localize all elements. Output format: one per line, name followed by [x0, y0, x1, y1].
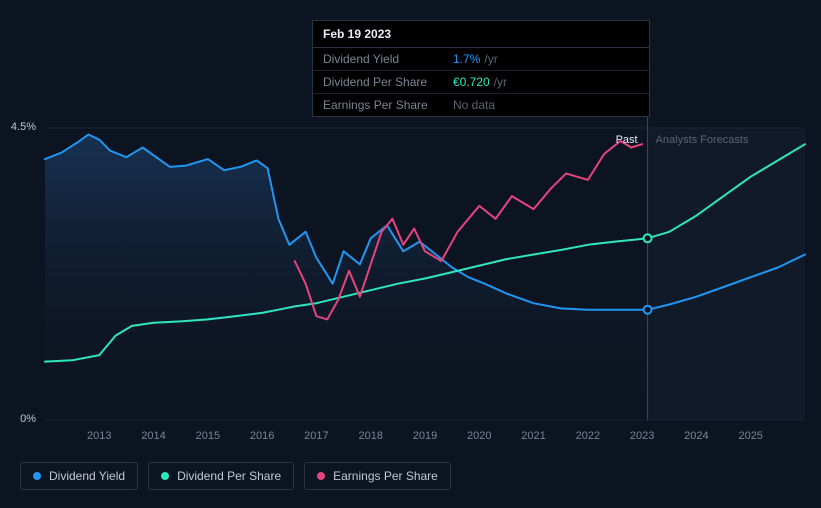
- tooltip-unit: /yr: [494, 75, 507, 89]
- chart-legend: Dividend Yield Dividend Per Share Earnin…: [20, 462, 451, 490]
- tooltip-row: Dividend Yield 1.7% /yr: [313, 48, 649, 71]
- legend-dot-icon: [33, 472, 41, 480]
- x-axis-label: 2023: [622, 430, 662, 442]
- legend-dot-icon: [317, 472, 325, 480]
- legend-label: Earnings Per Share: [333, 469, 438, 483]
- region-label-forecast: Analysts Forecasts: [656, 134, 749, 146]
- x-axis-label: 2016: [242, 430, 282, 442]
- tooltip-value: 1.7%: [453, 52, 480, 66]
- x-axis-label: 2021: [514, 430, 554, 442]
- tooltip-value: No data: [453, 98, 495, 112]
- tooltip-value: €0.720: [453, 75, 490, 89]
- x-axis-label: 2014: [134, 430, 174, 442]
- x-axis-label: 2024: [676, 430, 716, 442]
- tooltip-label: Earnings Per Share: [323, 98, 453, 112]
- region-label-past: Past: [616, 134, 638, 146]
- tooltip-row: Earnings Per Share No data: [313, 94, 649, 116]
- tooltip-label: Dividend Yield: [323, 52, 453, 66]
- tooltip-label: Dividend Per Share: [323, 75, 453, 89]
- x-axis-label: 2025: [731, 430, 771, 442]
- legend-item-dividend-per-share[interactable]: Dividend Per Share: [148, 462, 294, 490]
- legend-label: Dividend Yield: [49, 469, 125, 483]
- x-axis-label: 2019: [405, 430, 445, 442]
- tooltip-row: Dividend Per Share €0.720 /yr: [313, 71, 649, 94]
- legend-label: Dividend Per Share: [177, 469, 281, 483]
- dividend-chart: Feb 19 2023 Dividend Yield 1.7% /yr Divi…: [0, 0, 821, 508]
- x-axis-label: 2013: [79, 430, 119, 442]
- legend-item-earnings-per-share[interactable]: Earnings Per Share: [304, 462, 451, 490]
- x-axis-label: 2015: [188, 430, 228, 442]
- legend-item-dividend-yield[interactable]: Dividend Yield: [20, 462, 138, 490]
- x-axis-label: 2017: [296, 430, 336, 442]
- y-axis-label: 0%: [0, 413, 36, 425]
- x-axis-label: 2018: [351, 430, 391, 442]
- tooltip-unit: /yr: [484, 52, 497, 66]
- x-axis-label: 2022: [568, 430, 608, 442]
- tooltip-date: Feb 19 2023: [313, 21, 649, 48]
- legend-dot-icon: [161, 472, 169, 480]
- x-axis-label: 2020: [459, 430, 499, 442]
- y-axis-label: 4.5%: [0, 121, 36, 133]
- chart-tooltip: Feb 19 2023 Dividend Yield 1.7% /yr Divi…: [312, 20, 650, 117]
